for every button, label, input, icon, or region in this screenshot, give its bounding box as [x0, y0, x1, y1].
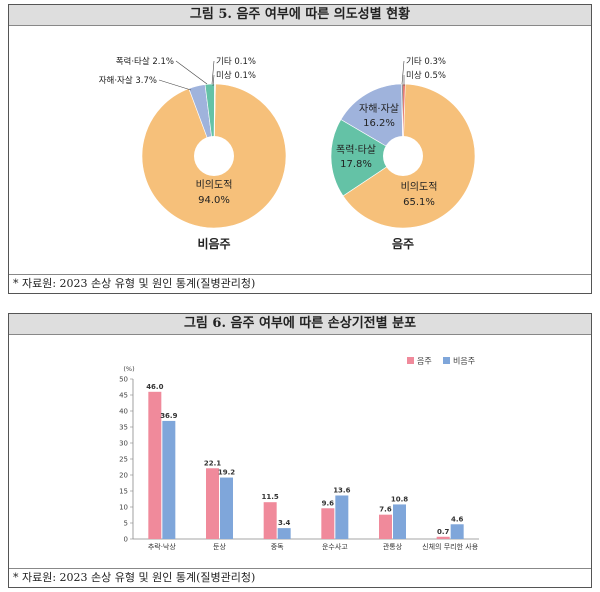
bar-value-label: 4.6	[451, 515, 464, 523]
bar-non-drinking	[335, 495, 349, 539]
x-tick-label: 둔상	[213, 542, 226, 551]
pie-center-hole	[194, 136, 234, 176]
slice-label-value: 0.5%	[424, 71, 446, 81]
slice-label-value: 0.1%	[234, 71, 256, 81]
leader-line	[401, 60, 405, 85]
pie-group-label: 음주	[392, 236, 414, 251]
legend-label: 비음주	[453, 357, 475, 366]
pie-group-label: 비음주	[197, 236, 230, 251]
slice-label: 기타 0.1%	[216, 57, 256, 67]
y-tick-label: 15	[119, 488, 128, 496]
y-tick-label: 40	[119, 408, 128, 416]
pie-slice	[340, 83, 404, 157]
y-tick-label: 45	[119, 392, 128, 400]
y-tick-label: 50	[119, 376, 128, 384]
bar-value-label: 19.2	[218, 469, 235, 477]
bar-non-drinking	[162, 420, 176, 539]
slice-label-value: 16.2%	[363, 118, 395, 129]
y-tick-label: 35	[119, 424, 128, 432]
pie-slice	[330, 119, 404, 197]
slice-label-name: 기타	[216, 57, 234, 67]
y-unit-label: (%)	[123, 365, 134, 373]
x-tick-label: 운수사고	[322, 542, 348, 551]
bar-value-label: 46.0	[146, 383, 163, 391]
slice-label-value: 0.3%	[424, 57, 446, 67]
bar-non-drinking	[450, 524, 464, 539]
figure6-panel: 그림 6. 음주 여부에 따른 손상기전별 분포 (%) 0 5 10 15 20 25 30…	[8, 313, 592, 588]
slice-label: 자해·자살 3.7%	[99, 76, 157, 86]
slice-label-name: 미상	[216, 70, 234, 81]
bar-value-label: 0.7	[437, 528, 450, 536]
slice-label: 미상 0.1%	[216, 70, 256, 81]
slice-label-value: 2.1%	[152, 57, 174, 67]
leader-line	[158, 79, 192, 91]
x-tick-label: 신체의 무리한 사용	[422, 542, 479, 551]
slice-label-name: 기타	[406, 57, 424, 67]
figure5-panel: 그림 5. 음주 여부에 따른 의도성별 현황 비의도적 94.0% 자해·자살 3…	[8, 4, 592, 294]
y-tick-label: 20	[119, 472, 128, 480]
bar-drinking	[148, 391, 162, 539]
figure5-title: 그림 5. 음주 여부에 따른 의도성별 현황	[9, 5, 591, 26]
y-tick-label: 5	[124, 520, 128, 528]
x-tick-label: 중독	[271, 543, 284, 551]
figure6-bar-chart: (%) 0 5 10 15 20 25 30 35 40 45 50 46.0 36.9 추락·낙상 22.1…	[119, 357, 479, 551]
bar-value-label: 22.1	[204, 459, 221, 467]
bar-value-label: 13.6	[333, 486, 350, 494]
slice-label: 미상 0.5%	[406, 70, 446, 81]
slice-label-value: 3.7%	[135, 76, 157, 86]
bar-drinking	[206, 468, 219, 539]
bar-non-drinking	[277, 528, 291, 539]
y-tick-label: 10	[119, 504, 128, 512]
bar-value-label: 9.6	[322, 499, 335, 507]
slice-label-name: 폭력·타살	[336, 144, 376, 156]
slice-label-name: 폭력·타살	[116, 56, 153, 67]
slice-label-value: 17.8%	[340, 159, 372, 170]
slice-label-name: 비의도적	[401, 181, 438, 193]
bar-value-label: 3.4	[278, 519, 291, 527]
legend: 음주 비음주	[407, 357, 475, 366]
leader-line	[175, 60, 208, 85]
bar-non-drinking	[220, 477, 233, 539]
bar-drinking	[436, 536, 450, 539]
bar-drinking	[321, 508, 335, 539]
y-tick-label: 30	[119, 440, 128, 448]
slice-label-name: 비의도적	[196, 179, 233, 191]
slice-label-name: 미상	[406, 70, 424, 81]
slice-label-value: 94.0%	[198, 195, 230, 206]
y-tick-label: 25	[119, 456, 128, 464]
figure6-source: * 자료원: 2023 손상 유형 및 원인 통계(질병관리청)	[9, 568, 591, 587]
bar-drinking	[263, 502, 277, 539]
y-tick-label: 0	[124, 536, 128, 544]
slice-label-value: 65.1%	[403, 197, 435, 208]
bar-chart-plot: (%) 0 5 10 15 20 25 30 35 40 45 50 46.0 36.9 추락·낙상 22.1…	[119, 357, 479, 551]
slice-label-name: 자해·자살	[359, 102, 399, 115]
legend-label: 음주	[417, 357, 432, 366]
figure6-title: 그림 6. 음주 여부에 따른 손상기전별 분포	[9, 314, 591, 335]
slice-label: 기타 0.3%	[406, 57, 446, 67]
bar-value-label: 10.8	[391, 495, 408, 503]
bar-non-drinking	[393, 504, 406, 539]
bar-drinking	[379, 514, 392, 539]
slice-label-value: 0.1%	[234, 57, 256, 67]
legend-swatch	[407, 357, 414, 364]
slice-label-name: 자해·자살	[99, 76, 136, 86]
figure5-source: * 자료원: 2023 손상 유형 및 원인 통계(질병관리청)	[9, 274, 591, 293]
pie-center-hole	[383, 136, 423, 176]
leader-line	[211, 60, 215, 85]
bar-value-label: 11.5	[262, 493, 279, 501]
bar-value-label: 36.9	[160, 412, 177, 420]
legend-swatch	[443, 357, 450, 364]
x-tick-label: 관통상	[383, 542, 403, 551]
leader-line	[212, 74, 215, 87]
bar-value-label: 7.6	[379, 506, 392, 514]
x-tick-label: 추락·낙상	[148, 542, 177, 551]
slice-label: 폭력·타살 2.1%	[116, 56, 174, 67]
